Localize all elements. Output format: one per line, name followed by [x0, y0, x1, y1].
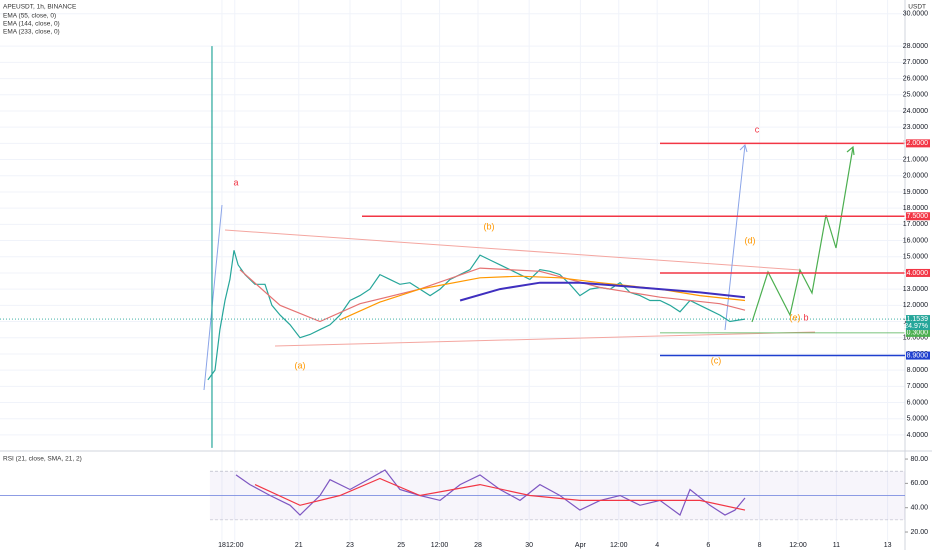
y-tick-label: 16.0000	[903, 237, 928, 244]
y-tick-label: 10.0000	[903, 335, 928, 342]
x-tick-label: 18	[218, 542, 226, 549]
legend-entry: EMA (55, close, 0)	[3, 13, 56, 20]
wave-label: (a)	[295, 360, 306, 370]
wave-label: (b)	[484, 221, 495, 231]
level-label: 22.0000	[903, 140, 928, 147]
last-price-bg	[906, 315, 930, 331]
rsi-title: RSI (21, close, SMA, 21, 2)	[3, 456, 82, 463]
y-tick-label: 18.0000	[903, 205, 928, 212]
y-tick-label: 26.0000	[903, 75, 928, 82]
x-tick-label: 30	[525, 542, 533, 549]
y-tick-label: 13.0000	[903, 286, 928, 293]
x-tick-label: 8	[758, 542, 762, 549]
arrow-head	[739, 144, 748, 153]
y-tick-label: 7.0000	[907, 383, 929, 390]
level-label-bg	[906, 212, 930, 221]
y-tick-label: 12.0000	[903, 302, 928, 309]
y-tick-label: 40.00	[910, 505, 928, 512]
level-label-bg	[906, 139, 930, 148]
last-price-label: 11.1539	[903, 316, 928, 323]
x-tick-label: 12:00	[431, 542, 449, 549]
level-label: 8.9000	[907, 352, 929, 359]
y-tick-label: 6.0000	[907, 399, 929, 406]
y-tick-label: 60.00	[910, 480, 928, 487]
legend-entry: EMA (233, close, 0)	[3, 29, 60, 36]
wave-projection	[751, 146, 854, 323]
series-line	[239, 267, 746, 323]
x-tick-label: 28	[474, 542, 482, 549]
y-tick-label: 4.0000	[907, 432, 929, 439]
series-line	[339, 275, 746, 321]
wave-label: (d)	[745, 235, 756, 245]
y-tick-label: 27.0000	[903, 59, 928, 66]
x-tick-label: 4	[655, 542, 659, 549]
y-tick-label: 20.0000	[903, 173, 928, 180]
x-tick-label: 6	[706, 542, 710, 549]
y-tick-label: 15.0000	[903, 254, 928, 261]
y-tick-label: 19.0000	[903, 189, 928, 196]
wave-label: (e)	[790, 312, 801, 322]
level-label: 14.0000	[903, 270, 928, 277]
y-tick-label: 21.0000	[903, 156, 928, 163]
level-label: 10.3000	[903, 330, 928, 337]
y-tick-label: 8.0000	[907, 367, 929, 374]
x-tick-label: 13	[884, 542, 892, 549]
x-tick-label: Apr	[575, 542, 587, 549]
legend-entry: EMA (144, close, 0)	[3, 21, 60, 28]
series-line	[459, 281, 746, 302]
x-tick-label: 12:00	[789, 542, 807, 549]
change-label: +24.97%	[900, 323, 928, 330]
level-label: 17.5000	[903, 213, 928, 220]
level-label-bg	[906, 351, 930, 360]
x-tick-label: 12:00	[226, 542, 244, 549]
y-tick-label: 17.0000	[903, 221, 928, 228]
grid	[0, 0, 905, 542]
symbol-title: APEUSDT, 1h, BINANCE	[3, 4, 77, 11]
triangle-bottom	[274, 331, 816, 347]
series-line	[235, 469, 746, 516]
x-tick-label: 12:00	[610, 542, 628, 549]
x-tick-label: 11	[833, 542, 840, 549]
x-tick-label: 23	[346, 542, 354, 549]
level-label-bg	[906, 268, 930, 277]
wave-label: a	[233, 177, 238, 187]
series-line	[254, 477, 746, 511]
projection-arrow	[203, 204, 223, 391]
currency: USDT	[908, 4, 926, 11]
y-tick-label: 30.0000	[903, 11, 928, 18]
y-tick-label: 25.0000	[903, 92, 928, 99]
y-tick-label: 23.0000	[903, 124, 928, 131]
y-tick-label: 5.0000	[907, 416, 929, 423]
wave-label: c	[755, 124, 760, 134]
y-tick-label: 24.0000	[903, 108, 928, 115]
x-tick-label: 25	[397, 542, 405, 549]
wave-label: (c)	[711, 355, 722, 365]
wave-label: b	[803, 312, 808, 322]
y-tick-label: 20.00	[910, 529, 928, 536]
x-tick-label: 21	[295, 542, 303, 549]
arrow-head	[846, 145, 855, 156]
y-tick-label: 80.00	[910, 456, 928, 463]
triangle-top	[224, 229, 801, 271]
y-tick-label: 28.0000	[903, 43, 928, 50]
level-label-bg	[906, 328, 930, 337]
